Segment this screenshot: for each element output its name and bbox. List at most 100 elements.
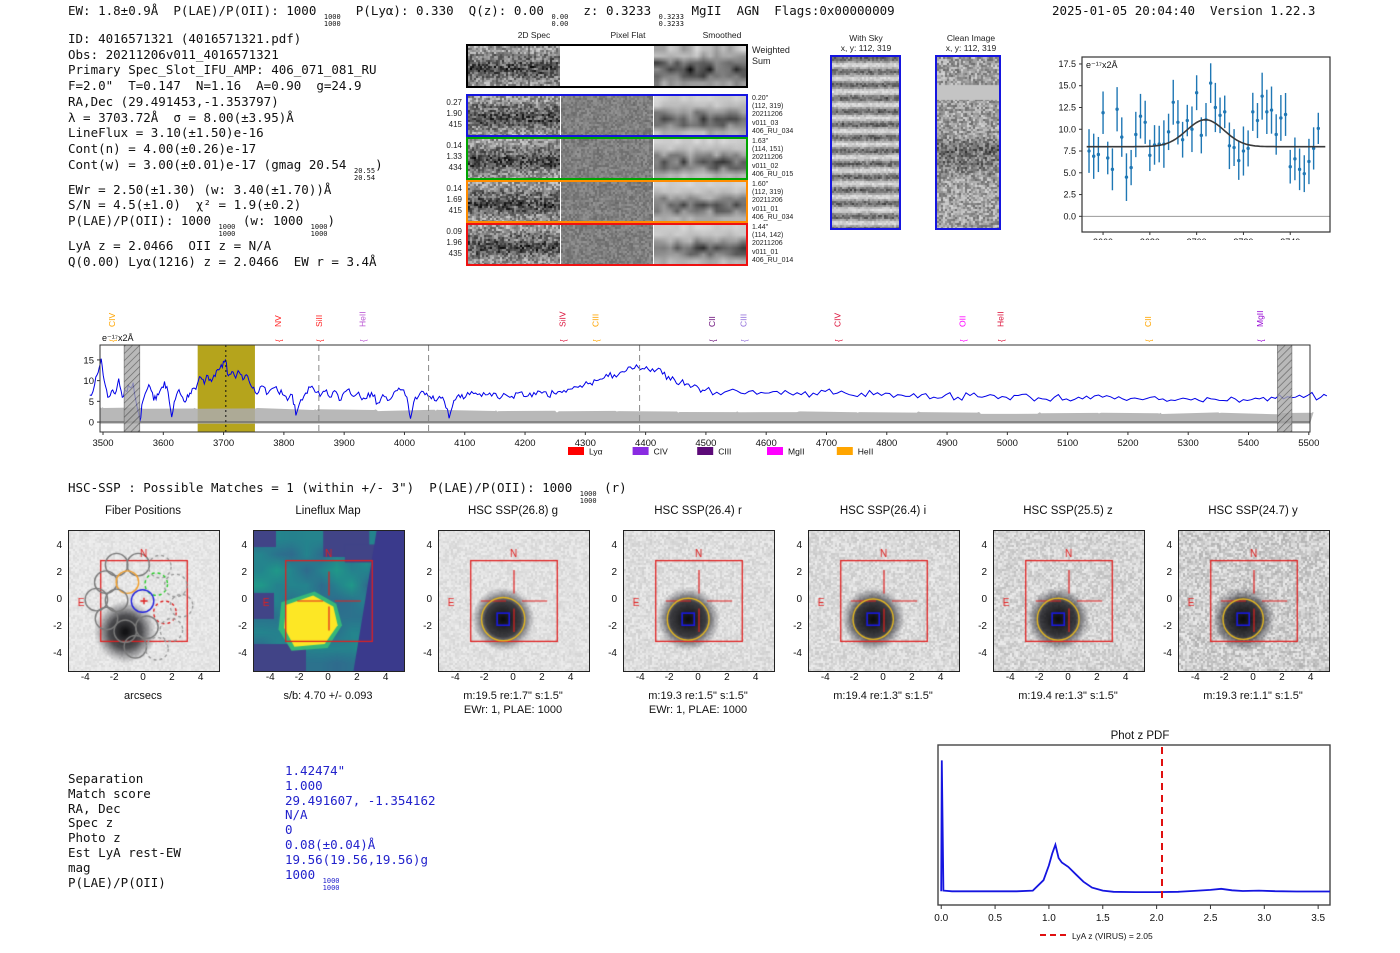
smoothed-image — [654, 182, 746, 221]
y-tick-label: 10.0 — [1058, 124, 1076, 134]
photz-pdf-plot: 0.0 0.5 1.0 1.5 2.0 2.5 3.0 3.5 — [934, 744, 1331, 924]
cutout-caption: m:19.4 re:1.3" s:1.5" — [833, 690, 933, 702]
info-line: RA,Dec (29.491453,-1.353797) — [68, 94, 383, 110]
text-segment: Obs: 20211206v011_4016571321 — [68, 46, 279, 62]
text-segment: (w: 1000 — [235, 213, 311, 229]
info-line: Q(0.00) Lyα(1216) z = 2.0466 EW r = 3.4Å — [68, 254, 383, 270]
data-point — [1213, 105, 1218, 110]
spec2d-row-left-labels: 0.09 1.96 435 — [445, 226, 462, 259]
data-point — [1288, 165, 1292, 169]
data-point — [1138, 114, 1143, 118]
y-tick-label: -4 — [978, 647, 987, 659]
x-tick-label: 3900 — [334, 438, 355, 449]
right-label: 1.60" — [752, 181, 769, 188]
legend-label: CIV — [654, 447, 669, 457]
data-point — [1293, 157, 1297, 161]
cutout-frame — [253, 530, 405, 672]
cutout-frame — [1178, 530, 1330, 672]
clean-image — [937, 57, 999, 228]
data-point — [1166, 130, 1171, 134]
x-tick-label: 3800 — [273, 438, 294, 449]
line-fit-inset-plot: 0.0 2.5 5.0 7.5 10.0 12.5 15.0 17.5 3660 3680 3700… — [1058, 56, 1331, 240]
right-label: 406_RU_015 — [752, 170, 794, 178]
pixel-flat-image — [561, 46, 653, 86]
x-tick-label: 3700 — [1187, 237, 1207, 240]
left-label: 0.09 — [446, 227, 462, 236]
text-segment: ID: 4016571321 (4016571321.pdf) — [68, 31, 302, 46]
match-table-label: Match score — [68, 785, 151, 801]
spectral-line-brace: { — [109, 339, 118, 342]
cutout-caption: m:19.3 re:1.1" s:1.5" — [1203, 690, 1303, 702]
cutout-caption: m:19.4 re:1.3" s:1.5" — [1018, 690, 1118, 702]
data-point — [1251, 110, 1255, 114]
x-tick-label: -2 — [479, 672, 489, 683]
data-point — [1134, 132, 1138, 137]
x-tick-label: 4 — [197, 672, 204, 683]
text-segment: S/N = 4.5(±1.0) χ² = 1.9(±0.2) — [68, 197, 302, 213]
fiber-image — [69, 531, 219, 671]
data-point — [1255, 118, 1260, 123]
spec2d-row — [466, 223, 748, 266]
x-tick-label: 4200 — [514, 438, 535, 449]
hsc-image — [439, 531, 589, 671]
match-table-label: Est LyA rest-EW — [68, 845, 181, 860]
x-tick-label: 4 — [937, 672, 944, 683]
x-tick-label: 0.5 — [988, 913, 1002, 924]
right-label: Weighted — [752, 45, 790, 55]
spectral-line-label: CII — [1143, 316, 1153, 327]
y-tick-label: -2 — [793, 620, 802, 632]
legend-swatch — [697, 447, 714, 455]
right-label: 1.63" — [752, 138, 769, 145]
x-tick-label: -4 — [80, 672, 90, 683]
cutout-caption: EWr: 1, PLAE: 1000 — [648, 704, 748, 716]
legend-label: HeII — [858, 447, 874, 457]
fraction-top: 20.55 — [353, 166, 376, 175]
text-segment: Cont(w) = 3.00(±0.01)e-17 (gmag 20.54 — [68, 156, 354, 172]
pixel-flat-image — [561, 139, 653, 178]
y-tick-label: 15 — [83, 355, 94, 366]
x-tick-label: 4900 — [936, 438, 957, 449]
match-table-value: N/A — [285, 807, 308, 822]
match-table-value: 1.42474" — [285, 763, 345, 778]
data-point — [1199, 133, 1204, 138]
spec2d-image — [468, 182, 560, 221]
right-label: v011_01 — [752, 248, 779, 256]
y-tick-label: 2 — [1166, 567, 1172, 579]
x-tick-label: 2 — [724, 672, 730, 683]
legend-label: CIII — [718, 447, 731, 457]
spectral-line-brace: { — [592, 339, 601, 342]
y-tick-label: 15.0 — [1058, 81, 1076, 91]
spec2d-panel: 2D Spec Pixel Flat Smoothed Weighted Sum 0.27… — [445, 28, 865, 273]
y-tick-label: 2.5 — [1063, 190, 1076, 200]
x-tick-label: 2 — [354, 672, 360, 683]
data-point — [1176, 120, 1180, 124]
fraction-top: 1000 — [579, 490, 597, 498]
data-point — [1274, 132, 1278, 137]
match-table-value: 1.000 — [285, 778, 323, 793]
y-tick-label: 0 — [426, 594, 432, 605]
data-point — [1190, 127, 1194, 131]
left-label: 0.14 — [446, 184, 462, 193]
x-tick-label: 3.5 — [1311, 913, 1325, 924]
left-label: 435 — [448, 249, 462, 258]
y-tick-label: 10 — [83, 376, 94, 387]
y-tick-label: -2 — [1163, 620, 1172, 632]
y-tick-label: 7.5 — [1063, 146, 1076, 156]
data-point — [1283, 112, 1288, 117]
x-tick-label: 2 — [1279, 672, 1285, 683]
clean-image-panel: Clean Image x, y: 112, 319 — [933, 33, 1013, 230]
right-label: 20211206 — [752, 111, 783, 119]
text-segment: Primary Spec_Slot_IFU_AMP: 406_071_081_R… — [68, 62, 377, 78]
text-segment: F=2.0" T=0.147 N=1.16 A=0.90 g=24.9 — [68, 78, 362, 94]
x-tick-label: -4 — [635, 672, 645, 683]
spectral-line-brace: { — [1144, 339, 1153, 342]
text-segment: 1000 — [285, 866, 323, 882]
left-label: 0.14 — [446, 141, 462, 150]
spectral-line-brace: { — [740, 339, 749, 342]
match-table-label: P(LAE)/P(OII) — [68, 874, 166, 890]
spec2d-row-right-labels: 1.63" (114, 151) 20211206 v011_02 406_RU_015 — [752, 138, 793, 179]
spec2d-image — [468, 225, 560, 264]
y-tick-label: 2 — [56, 567, 62, 579]
text-segment: P(LAE)/P(OII): 1000 — [68, 213, 219, 229]
match-table-value: 0.08(±0.04)Å — [285, 837, 375, 852]
